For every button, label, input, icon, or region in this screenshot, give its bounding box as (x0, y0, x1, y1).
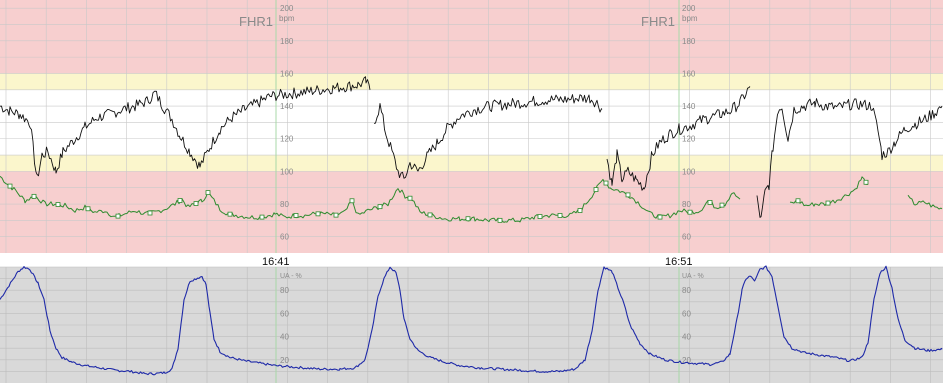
fhr-unit-label-left: bpm (279, 14, 295, 23)
mhr-marker (55, 202, 61, 207)
fhr-tick-label: 60 (682, 233, 691, 242)
zone-band-3 (0, 155, 943, 172)
zone-band-1 (0, 73, 943, 90)
ua-panel: UA - % UA - % 80 60 40 20 80 60 40 20 (0, 265, 943, 383)
mhr-marker (333, 212, 339, 218)
time-axis-band (0, 253, 943, 267)
fhr-tick-label: 180 (280, 37, 294, 46)
mhr-trace-segment (907, 194, 943, 210)
ua-tick-label: 80 (682, 286, 691, 295)
fhr-tick-label: 100 (280, 167, 294, 176)
fhr-tick-label: 160 (682, 69, 696, 78)
ua-tick-label: 20 (682, 356, 691, 365)
mhr-marker (407, 195, 413, 201)
mhr-marker (825, 200, 831, 206)
ua-scale-right: 80 60 40 20 (682, 286, 691, 365)
mhr-marker (193, 201, 199, 206)
mhr-marker (205, 190, 211, 196)
fhr-trace-segment (606, 86, 751, 191)
mhr-marker (177, 198, 183, 203)
zone-band-4 (0, 171, 943, 253)
fhr-tick-label: 80 (280, 200, 289, 209)
ua-tick-label: 40 (682, 333, 691, 342)
fhr-tick-label: 140 (280, 102, 294, 111)
ua-unit-label-left: UA - % (280, 273, 302, 280)
zone-band-0 (0, 0, 943, 74)
mhr-marker (349, 198, 355, 204)
mhr-marker (625, 192, 631, 198)
fhr-trace-segment (373, 94, 603, 179)
mhr-marker (465, 216, 471, 222)
mhr-marker (147, 210, 153, 216)
mhr-marker (593, 187, 599, 192)
mhr-marker (719, 202, 725, 208)
mhr-marker (687, 209, 693, 215)
mhr-marker (85, 206, 91, 212)
mhr-marker (577, 208, 583, 213)
mhr-trace-segment (0, 175, 741, 223)
fhr-tick-label: 200 (682, 4, 696, 13)
mhr-marker (315, 211, 321, 217)
fhr-zones (0, 0, 943, 253)
time-axis: 16:41 16:51 (0, 253, 943, 268)
ua-unit-label-right: UA - % (682, 273, 704, 280)
ua-tick-label: 20 (280, 356, 289, 365)
ua-trace-segment (0, 265, 943, 376)
mhr-marker (7, 183, 13, 189)
fhr-tick-label: 140 (682, 102, 696, 111)
mhr-marker (537, 214, 543, 219)
fhr-grid (0, 0, 943, 253)
ua-tick-label: 60 (682, 309, 691, 318)
mhr-marker (557, 213, 563, 218)
fhr-tick-label: 160 (280, 69, 294, 78)
mhr-marker (377, 204, 383, 210)
fhr-tick-label: 80 (682, 200, 691, 209)
mhr-marker (707, 199, 713, 205)
mhr-marker (259, 214, 265, 220)
fhr-tick-label: 100 (682, 167, 696, 176)
ua-tick-label: 80 (280, 286, 289, 295)
fhr-channel-label-left: FHR1 (239, 14, 273, 29)
mhr-markers (7, 179, 869, 223)
mhr-marker (293, 213, 299, 218)
fhr-unit-label-right: bpm (682, 14, 698, 23)
mhr-marker (795, 198, 801, 204)
fhr-tick-label: 60 (280, 233, 289, 242)
mhr-marker (603, 180, 609, 186)
fhr-tick-label: 200 (280, 4, 294, 13)
ua-grid (0, 266, 943, 383)
ua-tick-label: 60 (280, 309, 289, 318)
mhr-marker (427, 212, 433, 218)
fhr-tick-label: 120 (280, 135, 294, 144)
fhr-scale-right: 200 180 160 140 120 100 80 60 (682, 4, 696, 242)
fhr-tick-label: 120 (682, 135, 696, 144)
ua-scale-left: 80 60 40 20 (280, 286, 289, 365)
mhr-marker (497, 217, 503, 223)
fhr-tick-label: 180 (682, 37, 696, 46)
ua-tick-label: 40 (280, 333, 289, 342)
mhr-marker (31, 193, 37, 199)
fhr-trace-segment (756, 98, 943, 218)
time-label-1651: 16:51 (665, 256, 693, 268)
mhr-marker (227, 211, 233, 217)
time-label-1641: 16:41 (262, 256, 290, 268)
fhr-trace-segment (0, 76, 371, 177)
mhr-marker (657, 214, 663, 220)
mhr-marker (115, 213, 121, 219)
fhr-panel: 200 180 160 140 120 100 80 60 200 180 160 140 120 10… (0, 0, 943, 253)
fhr-scale-left: 200 180 160 140 120 100 80 60 (280, 4, 294, 242)
mhr-marker (863, 179, 869, 185)
fhr-channel-label-right: FHR1 (641, 14, 675, 29)
